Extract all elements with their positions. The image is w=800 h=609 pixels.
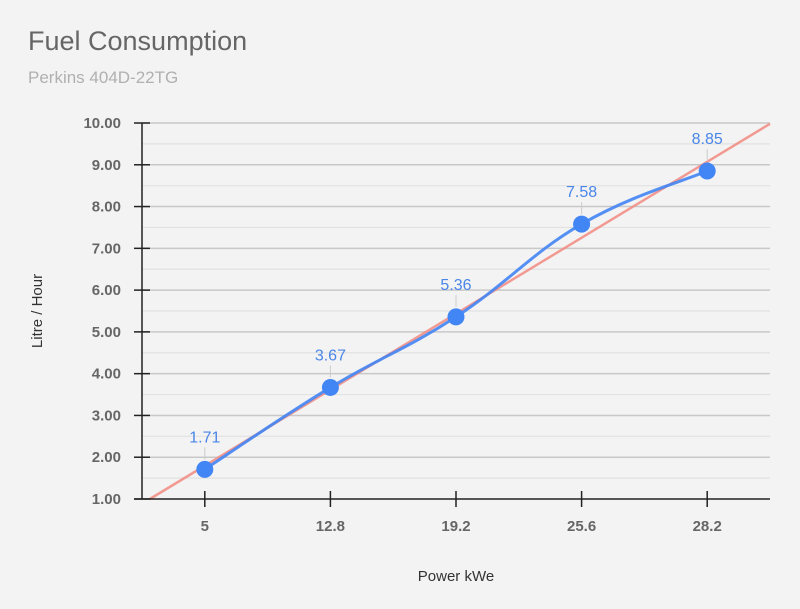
y-axis-label: Litre / Hour	[29, 274, 46, 348]
data-label: 8.85	[692, 131, 723, 148]
x-tick-label: 28.2	[693, 518, 722, 535]
y-tick-label: 5.00	[92, 324, 121, 341]
chart-title: Fuel Consumption	[28, 26, 248, 56]
data-point	[196, 460, 214, 478]
data-label: 1.71	[189, 429, 220, 446]
data-point	[321, 378, 339, 396]
y-tick-label: 1.00	[92, 491, 121, 508]
data-point	[698, 162, 716, 180]
y-tick-label: 3.00	[92, 407, 121, 424]
chart-subtitle: Perkins 404D-22TG	[28, 68, 179, 87]
data-point	[447, 308, 465, 326]
data-label: 5.36	[440, 277, 471, 294]
y-tick-label: 6.00	[92, 282, 121, 299]
x-tick-label: 5	[201, 518, 209, 535]
y-tick-label: 4.00	[92, 366, 121, 383]
y-tick-label: 2.00	[92, 449, 121, 466]
x-axis-label: Power kWe	[418, 568, 494, 585]
x-tick-label: 25.6	[567, 518, 596, 535]
y-tick-label: 7.00	[92, 240, 121, 257]
data-label: 3.67	[315, 347, 346, 364]
data-label: 7.58	[566, 184, 597, 201]
data-point	[573, 215, 591, 233]
x-tick-label: 19.2	[441, 518, 470, 535]
y-tick-label: 10.00	[83, 115, 121, 132]
y-tick-label: 9.00	[92, 157, 121, 174]
y-tick-label: 8.00	[92, 199, 121, 216]
x-tick-label: 12.8	[316, 518, 345, 535]
